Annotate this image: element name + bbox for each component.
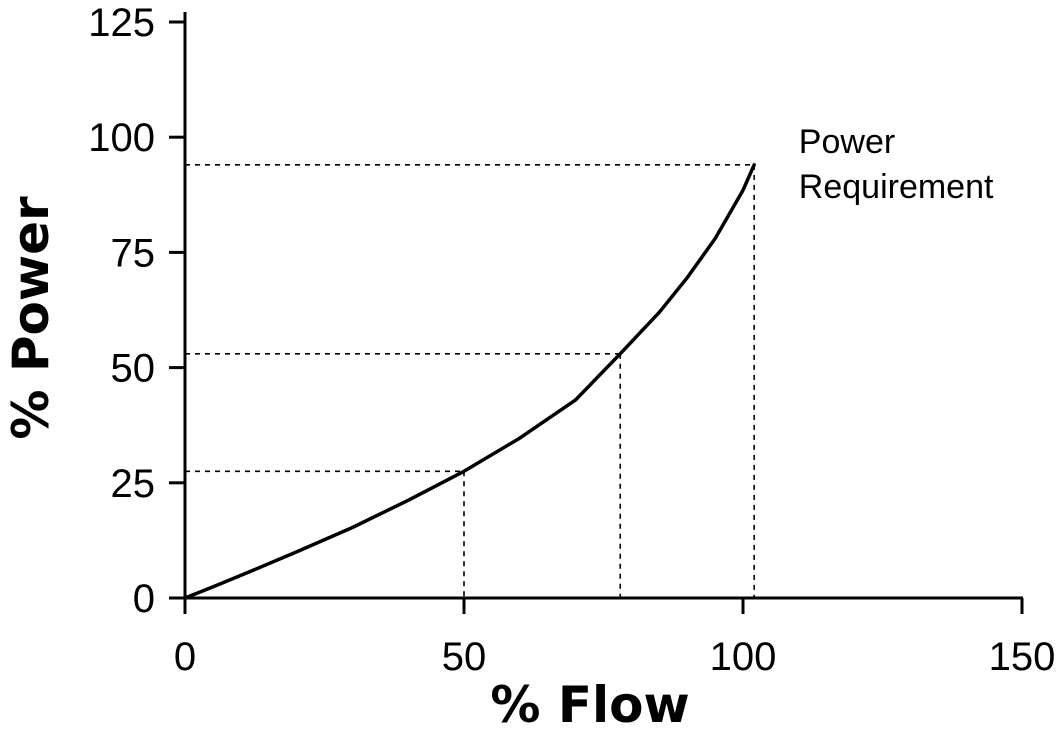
y-axis-ticks: 0 25 50 75 100 125 bbox=[88, 1, 185, 621]
chart-axes bbox=[183, 12, 1023, 600]
y-axis-title: % Power bbox=[2, 196, 60, 440]
power-requirement-annotation: Power Requirement bbox=[799, 123, 994, 206]
x-tick-label: 100 bbox=[710, 635, 777, 679]
x-axis-ticks: 0 50 100 150 bbox=[174, 598, 1056, 679]
power-curve-line bbox=[183, 163, 756, 600]
y-tick-label: 100 bbox=[88, 116, 155, 160]
y-tick-label: 50 bbox=[111, 347, 156, 391]
annotation-line-1: Power bbox=[799, 123, 895, 161]
y-tick-label: 0 bbox=[133, 577, 155, 621]
x-axis-title: % Flow bbox=[490, 676, 689, 734]
y-tick-label: 25 bbox=[111, 462, 156, 506]
x-tick-label: 0 bbox=[174, 635, 196, 679]
annotation-line-2: Requirement bbox=[799, 168, 994, 206]
y-tick-label: 75 bbox=[111, 231, 156, 275]
y-tick-label: 125 bbox=[88, 1, 155, 45]
reference-guide-lines bbox=[185, 164, 755, 598]
x-tick-label: 50 bbox=[442, 635, 487, 679]
x-tick-label: 150 bbox=[989, 635, 1056, 679]
series-group bbox=[183, 163, 756, 600]
